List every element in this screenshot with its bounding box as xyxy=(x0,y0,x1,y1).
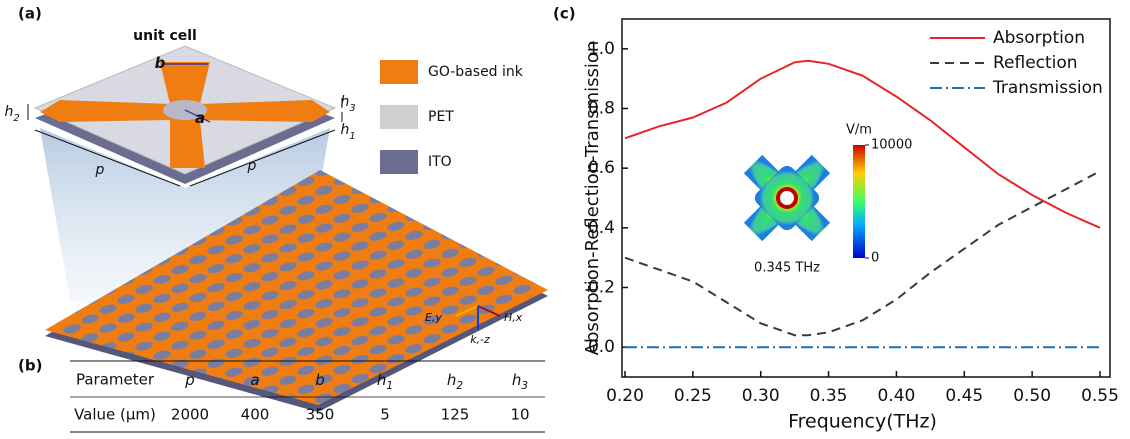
x-tick-label: 0.25 xyxy=(674,386,712,406)
material-label: PET xyxy=(428,109,454,125)
table-cell: 400 xyxy=(241,406,270,424)
table-cell: b xyxy=(315,371,325,389)
legend-label: Absorption xyxy=(993,28,1085,48)
x-tick-label: 0.40 xyxy=(877,386,915,406)
dimension-label-main: p xyxy=(247,158,257,174)
dimension-label: p xyxy=(95,162,105,178)
diagram-title: unit cell xyxy=(133,28,197,44)
table-cell-sub: 3 xyxy=(521,380,528,392)
dimension-label-sub: 2 xyxy=(13,113,19,124)
dimension-label-main: a xyxy=(195,109,205,127)
dimension-label-main: h xyxy=(340,122,349,138)
table-cell-main: h xyxy=(512,371,522,389)
dimension-label-sub: 3 xyxy=(349,103,355,114)
dimension-label: h1 xyxy=(340,122,355,142)
dimension-label-main: p xyxy=(95,162,105,178)
table-cell-main: h xyxy=(447,371,457,389)
table-cell: 350 xyxy=(306,406,335,424)
x-tick-label: 0.50 xyxy=(1013,386,1051,406)
inset-caption: 0.345 THz xyxy=(754,261,820,276)
colorbar-tick-label: 0 xyxy=(871,251,879,266)
axis-direction-label: E,y xyxy=(425,311,442,324)
table-cell: 2000 xyxy=(171,406,209,424)
field-map xyxy=(719,130,855,266)
panel-label: (c) xyxy=(553,5,576,23)
dimension-label: p xyxy=(247,158,257,174)
x-tick-label: 0.35 xyxy=(810,386,848,406)
table-cell-main: h xyxy=(377,371,387,389)
table-cell-main: b xyxy=(315,371,325,389)
table-cell: h3 xyxy=(512,371,528,393)
x-tick-label: 0.45 xyxy=(945,386,983,406)
table-cell-sub: 1 xyxy=(386,380,393,392)
table-cell: a xyxy=(250,371,259,389)
dimension-label-sub: 1 xyxy=(349,131,355,142)
x-tick-label: 0.55 xyxy=(1081,386,1119,406)
dimension-label: h2 xyxy=(4,104,19,124)
dimension-label-main: h xyxy=(340,94,349,110)
table-cell: p xyxy=(184,371,195,389)
x-axis-label: Frequency(THz) xyxy=(788,411,937,433)
table-cell-sub: 2 xyxy=(456,380,463,392)
table-cell: 125 xyxy=(441,406,470,424)
figure: (a) (b) (c) unit cell bah2h3h1ppGO-based… xyxy=(0,0,1130,439)
table-cell: 5 xyxy=(380,406,390,424)
colorbar-title: V/m xyxy=(846,123,872,138)
legend-label: Transmission xyxy=(992,78,1103,98)
table-cell: Parameter xyxy=(76,371,155,389)
table-cell-main: p xyxy=(184,371,195,389)
table-cell-main: a xyxy=(250,371,259,389)
table-cell: Value (μm) xyxy=(74,406,156,424)
colorbar-tick-label: 10000 xyxy=(871,138,912,153)
dimension-label-main: b xyxy=(155,54,166,72)
x-tick-label: 0.30 xyxy=(742,386,780,406)
colorbar xyxy=(853,145,865,258)
axis-direction-label: k,-z xyxy=(470,333,490,346)
axis-direction-label: H,x xyxy=(504,311,523,324)
x-tick-label: 0.20 xyxy=(606,386,644,406)
table-cell: 10 xyxy=(510,406,529,424)
material-label: GO-based ink xyxy=(428,64,524,80)
y-axis-label: Absorption-Reflection-Transmission xyxy=(582,41,603,356)
dimension-label: a xyxy=(195,109,205,127)
dimension-label: h3 xyxy=(340,94,355,114)
legend-label: Reflection xyxy=(993,53,1078,73)
table-cell: h2 xyxy=(447,371,464,393)
dimension-label-main: h xyxy=(4,104,13,120)
dimension-label: b xyxy=(155,54,166,72)
material-label: ITO xyxy=(428,154,452,170)
panel-label: (b) xyxy=(18,357,42,375)
panel-label: (a) xyxy=(18,5,42,23)
